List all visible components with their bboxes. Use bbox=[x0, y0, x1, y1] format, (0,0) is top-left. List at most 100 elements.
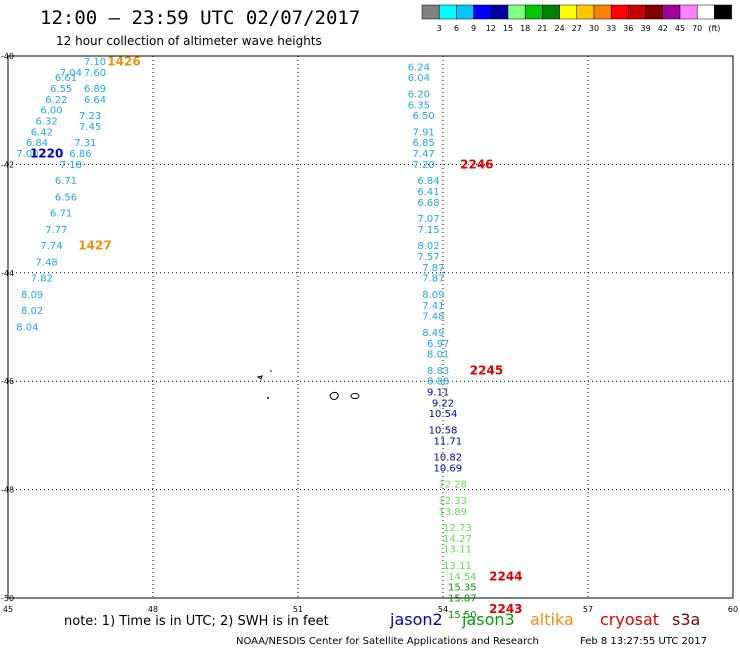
island-shape bbox=[256, 375, 263, 380]
wave-height-value: 8.88 bbox=[427, 377, 449, 388]
wave-height-value: 8.09 bbox=[422, 290, 444, 301]
wave-height-value: 7.77 bbox=[45, 225, 67, 236]
wave-height-value: 10.69 bbox=[434, 463, 463, 474]
colorbar: 3 6 9 12 15 18 21 24 27 30 33 36 39 42 45 70 (ft) bbox=[421, 4, 732, 33]
x-tick-label: 54 bbox=[438, 605, 448, 614]
time-label: 2243 bbox=[489, 602, 522, 616]
wave-height-value: 11.71 bbox=[434, 436, 463, 447]
wave-height-value: 8.09 bbox=[21, 290, 43, 301]
wave-height-value: 14.54 bbox=[448, 572, 477, 583]
wave-height-value: 6.97 bbox=[427, 339, 449, 350]
wave-height-value: 13.11 bbox=[443, 545, 472, 556]
y-tick-label: -48 bbox=[1, 486, 14, 495]
island-dot bbox=[267, 397, 269, 399]
time-label: 2244 bbox=[489, 569, 522, 583]
colorbar-swatch bbox=[645, 4, 664, 20]
wave-height-value: 7.45 bbox=[79, 122, 101, 133]
wave-height-value: 15.87 bbox=[448, 594, 477, 605]
chart-title: 12:00 — 23:59 UTC 02/07/2017 bbox=[40, 7, 360, 29]
colorbar-swatch bbox=[593, 4, 612, 20]
colorbar-swatch bbox=[421, 4, 440, 20]
wave-height-value: 6.84 bbox=[26, 138, 48, 149]
grid-lines bbox=[8, 56, 733, 598]
wave-height-value: 6.42 bbox=[31, 127, 53, 138]
colorbar-label: 15 bbox=[503, 24, 513, 33]
wave-height-value: 7.10 bbox=[84, 57, 106, 68]
legend-item-s3a: s3a bbox=[672, 610, 700, 629]
wave-height-value: 10.82 bbox=[434, 453, 463, 464]
time-labels: 1426 1220 1427 2246 2245 2244 2243 bbox=[30, 54, 523, 615]
wave-height-value: 10.58 bbox=[429, 425, 458, 436]
wave-height-value: 12.73 bbox=[443, 523, 472, 534]
wave-height-value: 6.64 bbox=[84, 95, 106, 106]
wave-height-value: 6.85 bbox=[413, 138, 435, 149]
wave-height-value: 6.04 bbox=[408, 73, 430, 84]
wave-height-value: 12.33 bbox=[438, 496, 467, 507]
colorbar-label: 27 bbox=[572, 24, 582, 33]
wave-height-value: 6.71 bbox=[50, 209, 72, 220]
colorbar-label: 3 bbox=[437, 24, 442, 33]
wave-height-value: 6.50 bbox=[413, 111, 435, 122]
colorbar-swatch bbox=[456, 4, 474, 20]
wave-height-value: 6.71 bbox=[55, 176, 77, 187]
note-text: note: 1) Time is in UTC; 2) SWH is in fe… bbox=[64, 614, 329, 629]
colorbar-swatch bbox=[559, 4, 578, 20]
island-shape bbox=[350, 393, 360, 399]
wave-height-value: 7.48 bbox=[422, 312, 444, 323]
colorbar-swatch bbox=[524, 4, 543, 20]
colorbar-swatch bbox=[610, 4, 629, 20]
wave-height-value: 6.61 bbox=[55, 73, 77, 84]
wave-height-value: 13.11 bbox=[443, 561, 472, 572]
legend-item-jason3: jason3 bbox=[461, 610, 515, 629]
axis-ticks: 45 48 51 54 57 60 -40 -42 -44 -46 -48 -50 bbox=[1, 52, 738, 614]
wave-height-value: 7.82 bbox=[31, 274, 53, 285]
island-shape bbox=[329, 391, 339, 400]
wave-height-value: 8.83 bbox=[427, 366, 449, 377]
wave-height-value: 8.02 bbox=[417, 241, 439, 252]
wave-height-value: 7.47 bbox=[413, 149, 435, 160]
x-tick-label: 57 bbox=[583, 605, 593, 614]
time-label: 2245 bbox=[470, 363, 503, 377]
x-tick-label: 60 bbox=[728, 605, 738, 614]
x-tick-label: 48 bbox=[148, 605, 158, 614]
y-tick-label: -42 bbox=[1, 160, 14, 169]
wave-height-value: 8.02 bbox=[21, 306, 43, 317]
plot-frame bbox=[7, 55, 734, 599]
wave-height-value: 8.01 bbox=[427, 350, 449, 361]
time-label: 1426 bbox=[107, 54, 140, 68]
wave-height-value: 6.55 bbox=[50, 84, 72, 95]
wave-height-value: 7.87 bbox=[422, 274, 444, 285]
colorbar-label: 42 bbox=[658, 24, 668, 33]
wave-height-value: 7.74 bbox=[40, 241, 62, 252]
wave-height-value: 7.91 bbox=[413, 127, 435, 138]
legend-item-altika: altika bbox=[530, 610, 574, 629]
colorbar-swatch bbox=[714, 4, 732, 20]
wave-height-value: 13.89 bbox=[438, 507, 467, 518]
wave-height-value: 7.57 bbox=[417, 252, 439, 263]
wave-height-value: 6.22 bbox=[45, 95, 67, 106]
wave-height-value: 7.48 bbox=[36, 257, 58, 268]
colorbar-label: 24 bbox=[555, 24, 565, 33]
colorbar-swatch bbox=[628, 4, 646, 20]
colorbar-label: 9 bbox=[471, 24, 476, 33]
wave-height-value: 8.49 bbox=[422, 328, 444, 339]
colorbar-swatch bbox=[473, 4, 492, 20]
wave-height-value: 7.00 bbox=[16, 149, 38, 160]
wave-height-value: 7.18 bbox=[60, 160, 82, 171]
time-label: 2246 bbox=[460, 157, 493, 171]
wave-height-value: 6.24 bbox=[408, 62, 430, 73]
colorbar-label: 12 bbox=[486, 24, 496, 33]
island-dot bbox=[270, 370, 272, 372]
island-outlines bbox=[256, 370, 360, 400]
wave-height-value: 15.50 bbox=[448, 610, 477, 621]
legend-item-cryosat: cryosat bbox=[600, 610, 659, 629]
wave-height-value: 6.68 bbox=[417, 198, 439, 209]
wave-height-value: 7.41 bbox=[422, 301, 444, 312]
colorbar-label: 33 bbox=[606, 24, 616, 33]
wave-height-value: 15.35 bbox=[448, 583, 477, 594]
wave-height-value: 7.04 bbox=[60, 68, 82, 79]
colorbar-swatch bbox=[507, 4, 526, 20]
colorbar-label: 45 bbox=[675, 24, 685, 33]
legend-item-jason2: jason2 bbox=[389, 610, 443, 629]
